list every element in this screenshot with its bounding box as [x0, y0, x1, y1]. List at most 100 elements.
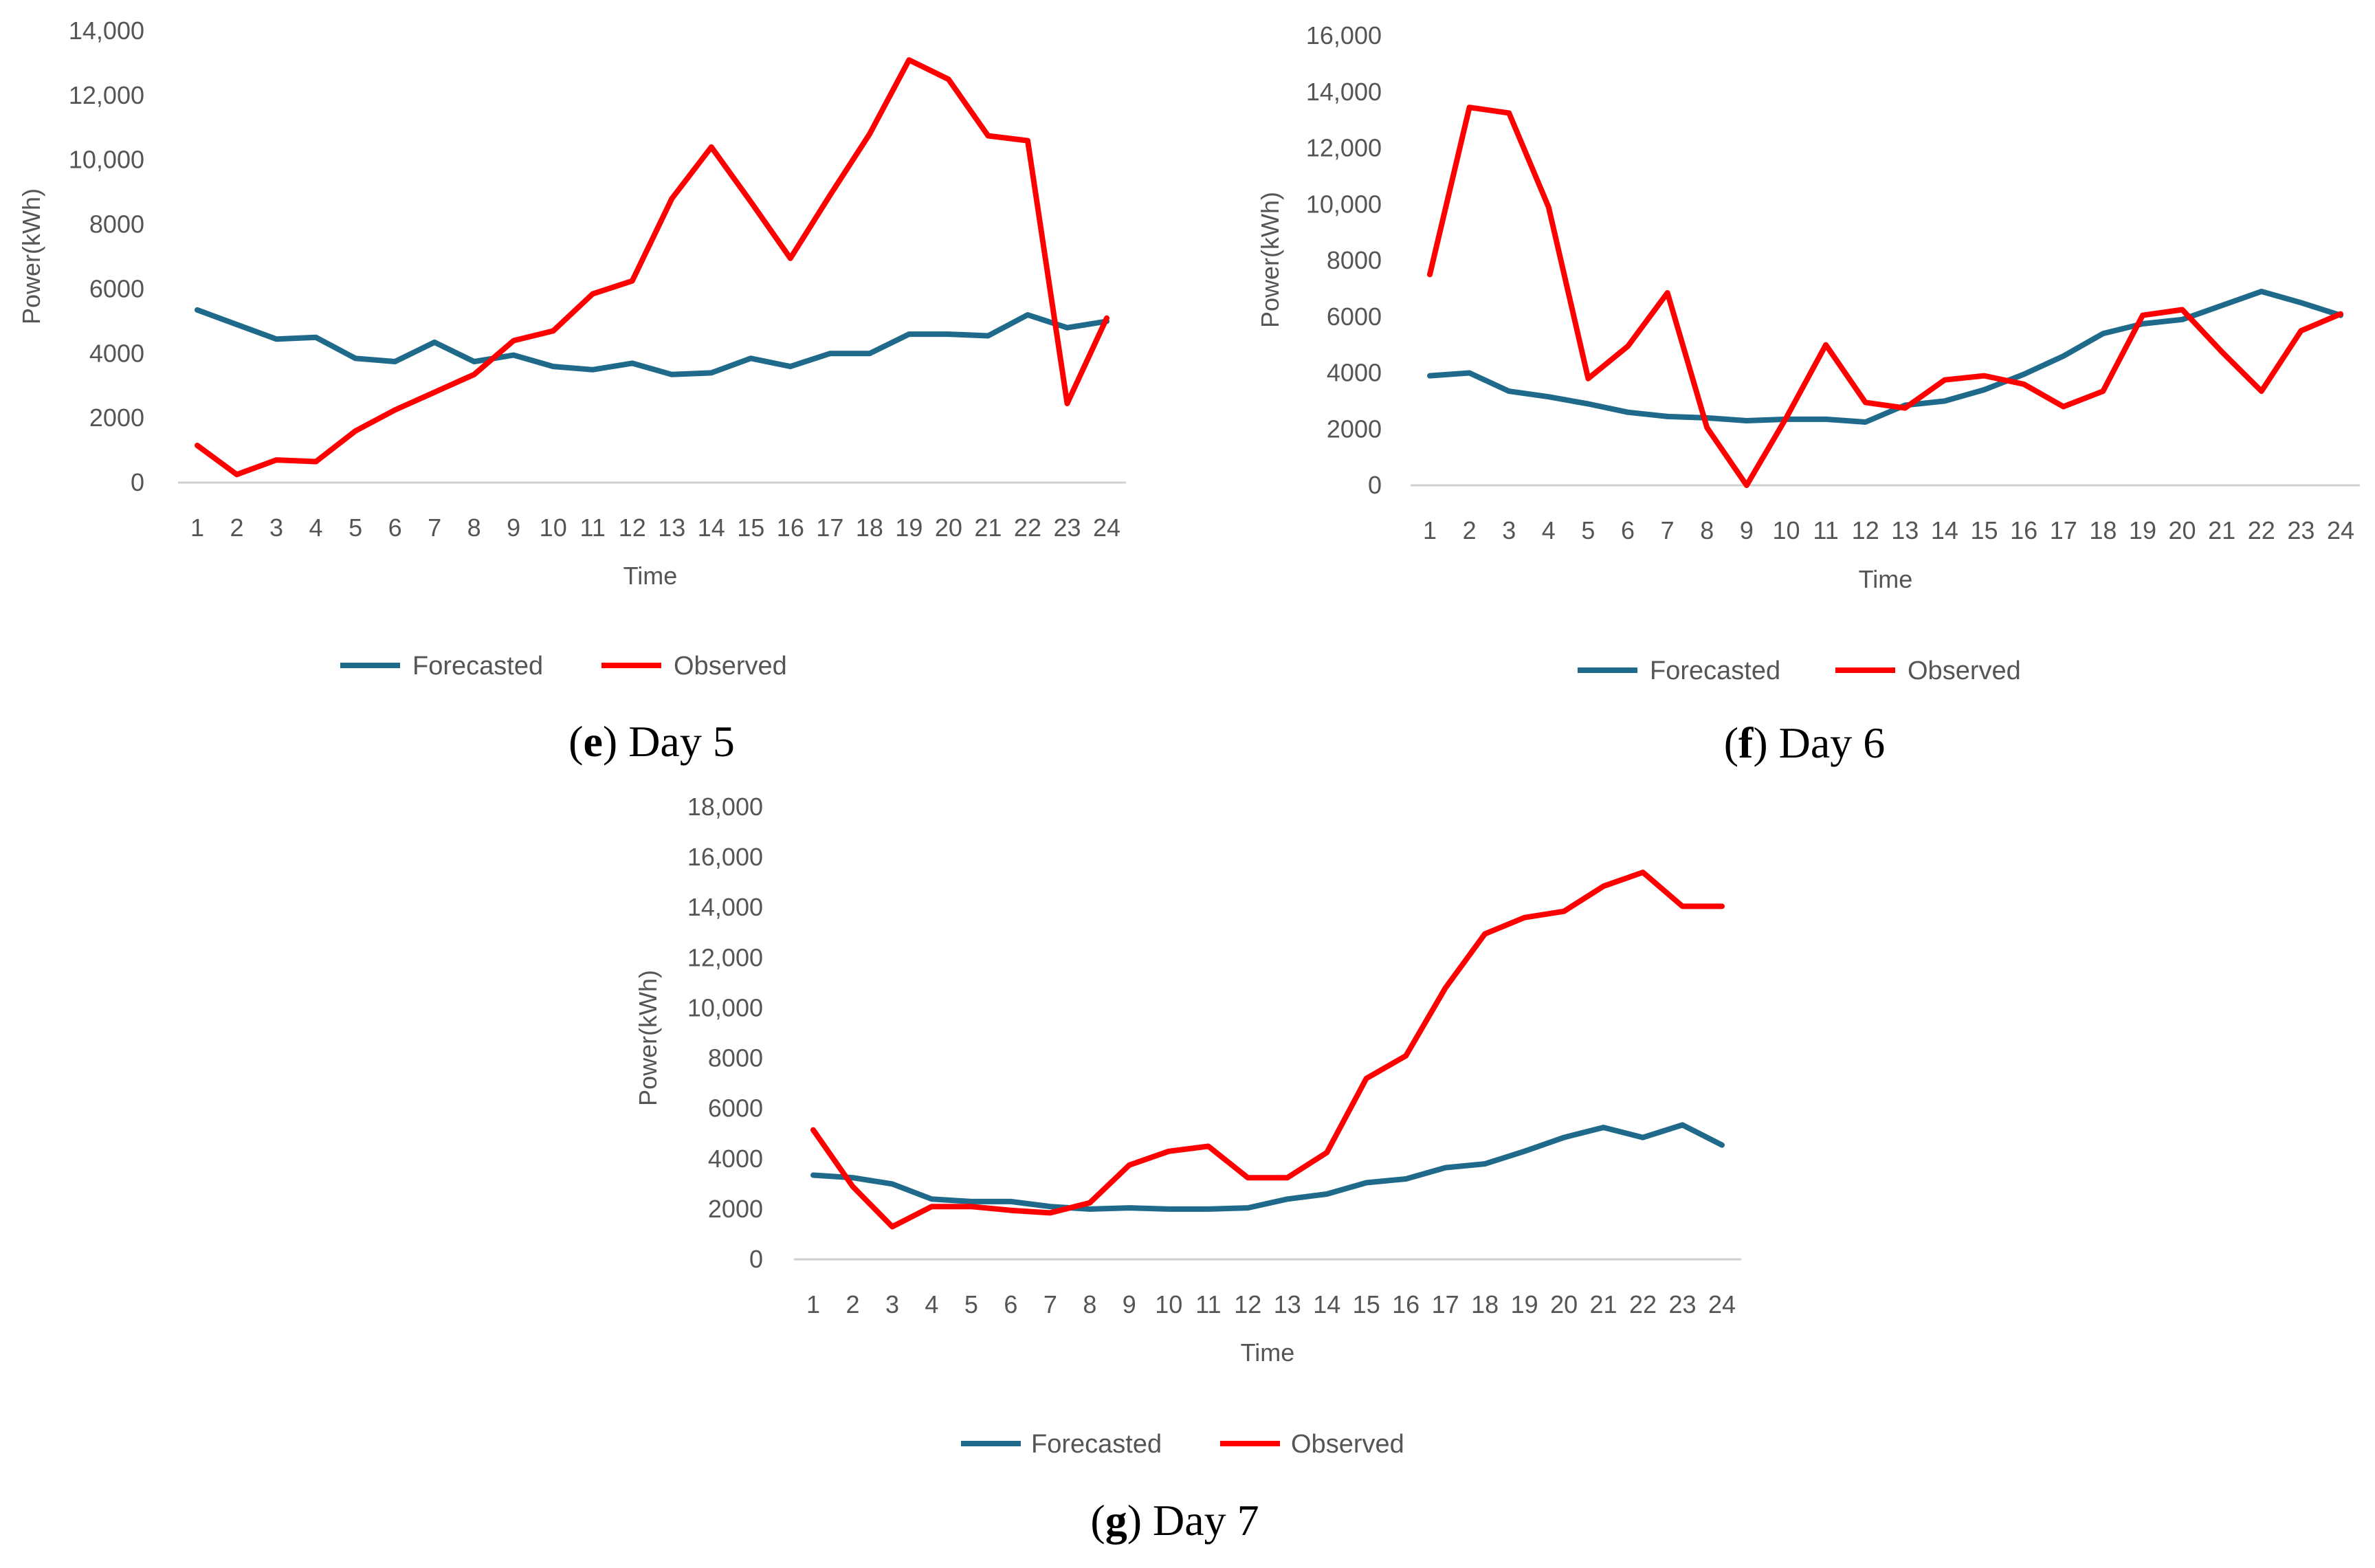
x-tick-label: 24	[1093, 514, 1120, 542]
data-point-forecasted	[969, 1199, 974, 1204]
data-point-forecasted	[1364, 1180, 1369, 1186]
x-tick-label: 11	[1195, 1290, 1221, 1318]
data-point-observed	[313, 459, 319, 464]
x-tick-label: 3	[269, 514, 283, 542]
data-point-forecasted	[1823, 417, 1829, 422]
legend-label-observed: Observed	[1908, 656, 2021, 685]
data-point-forecasted	[1561, 1135, 1567, 1140]
data-point-forecasted	[393, 359, 398, 364]
data-point-forecasted	[1443, 1165, 1448, 1171]
data-point-forecasted	[630, 360, 635, 366]
x-tick-label: 3	[885, 1290, 899, 1318]
x-tick-label: 13	[658, 514, 685, 542]
chart-panel-f: 0 2000 4000 6000 8000 10,000 12,000 14,000 16,00…	[1256, 21, 2360, 767]
data-point-forecasted	[946, 331, 951, 337]
x-tick-label: 4	[1542, 516, 1556, 544]
y-tick-label: 0	[1368, 471, 1382, 499]
data-point-forecasted	[1048, 1204, 1053, 1209]
data-point-forecasted	[2298, 300, 2304, 305]
chart-panel-g: 0 2000 4000 6000 8000 10,000 12,000 14,000 16,00…	[634, 793, 1741, 1545]
data-point-forecasted	[1942, 398, 1947, 404]
data-point-observed	[1902, 406, 1908, 411]
y-axis-title: Power(kWh)	[17, 188, 45, 324]
series-line-observed	[1427, 104, 2343, 488]
data-point-forecasted	[1665, 414, 1670, 419]
x-tick-label: 15	[737, 514, 764, 542]
data-point-observed	[867, 131, 872, 137]
data-point-observed	[1087, 1200, 1092, 1206]
panel-caption: (f) Day 6	[1724, 718, 1886, 767]
data-point-forecasted	[1546, 394, 1551, 399]
x-tick-label: 18	[1471, 1290, 1499, 1318]
data-point-forecasted	[2061, 353, 2066, 359]
data-point-forecasted	[748, 355, 753, 361]
data-point-observed	[1783, 415, 1789, 421]
x-tick-label: 14	[1931, 516, 1958, 544]
data-point-forecasted	[1863, 419, 1868, 425]
data-point-forecasted	[432, 340, 437, 345]
x-tick-label: 22	[1014, 514, 1041, 542]
data-point-forecasted	[1427, 373, 1433, 379]
data-point-observed	[788, 256, 793, 261]
data-point-forecasted	[472, 359, 477, 364]
data-point-observed	[630, 278, 635, 284]
data-point-forecasted	[1719, 1142, 1725, 1148]
x-tick-label: 5	[964, 1290, 978, 1318]
data-point-observed	[2140, 313, 2145, 318]
data-point-observed	[1585, 376, 1591, 382]
y-tick-label: 14,000	[1306, 78, 1382, 106]
data-point-forecasted	[1166, 1206, 1171, 1212]
x-tick-label: 8	[467, 514, 481, 542]
data-point-observed	[1744, 483, 1749, 488]
data-point-forecasted	[1245, 1205, 1250, 1211]
panel-caption: (g) Day 7	[1090, 1496, 1259, 1545]
x-tick-label: 2	[1463, 516, 1477, 544]
y-tick-label: 4000	[89, 339, 144, 367]
x-tick-label: 11	[580, 514, 606, 542]
x-tick-label: 10	[1155, 1290, 1182, 1318]
legend-label-forecasted: Forecasted	[412, 652, 543, 681]
data-point-forecasted	[234, 322, 240, 327]
x-tick-label: 6	[1004, 1290, 1017, 1318]
data-point-forecasted	[1008, 1199, 1013, 1204]
x-tick-label: 21	[1590, 1290, 1617, 1318]
series-line-forecasted	[810, 1122, 1725, 1212]
x-tick-label: 7	[428, 514, 441, 542]
data-point-forecasted	[2180, 317, 2185, 322]
x-tick-label: 7	[1043, 1290, 1057, 1318]
data-point-observed	[1506, 110, 1512, 115]
data-point-forecasted	[590, 367, 595, 373]
y-tick-label: 10,000	[69, 146, 144, 174]
y-tick-label: 16,000	[1306, 21, 1382, 49]
y-tick-label: 10,000	[1306, 190, 1382, 218]
x-tick-label: 9	[1740, 516, 1754, 544]
data-point-observed	[1522, 915, 1527, 920]
x-tick-label: 18	[2089, 516, 2117, 544]
y-tick-label: 12,000	[1306, 134, 1382, 162]
x-tick-label: 24	[2327, 516, 2354, 544]
data-point-forecasted	[1522, 1149, 1527, 1154]
data-point-forecasted	[2259, 289, 2264, 294]
x-axis-title: Time	[1241, 1338, 1295, 1367]
legend: Forecasted Observed	[1578, 656, 2021, 685]
data-point-forecasted	[1087, 1206, 1092, 1212]
data-point-observed	[2061, 404, 2066, 410]
y-tick-label: 8000	[1327, 246, 1382, 274]
data-point-forecasted	[195, 307, 200, 313]
data-point-forecasted	[906, 331, 912, 337]
x-tick-label: 4	[925, 1290, 938, 1318]
data-point-observed	[827, 192, 832, 198]
data-point-observed	[1427, 272, 1433, 277]
x-tick-label: 19	[1511, 1290, 1538, 1318]
data-point-forecasted	[2100, 331, 2106, 336]
data-point-observed	[969, 1204, 974, 1209]
data-point-observed	[1166, 1149, 1171, 1154]
data-point-forecasted	[810, 1173, 816, 1178]
x-tick-label: 16	[1392, 1290, 1420, 1318]
x-tick-label: 23	[2287, 516, 2315, 544]
x-tick-label: 16	[777, 514, 804, 542]
data-point-forecasted	[1064, 325, 1070, 331]
x-tick-label: 13	[1274, 1290, 1301, 1318]
data-point-observed	[1719, 903, 1725, 909]
legend: Forecasted Observed	[340, 652, 787, 681]
